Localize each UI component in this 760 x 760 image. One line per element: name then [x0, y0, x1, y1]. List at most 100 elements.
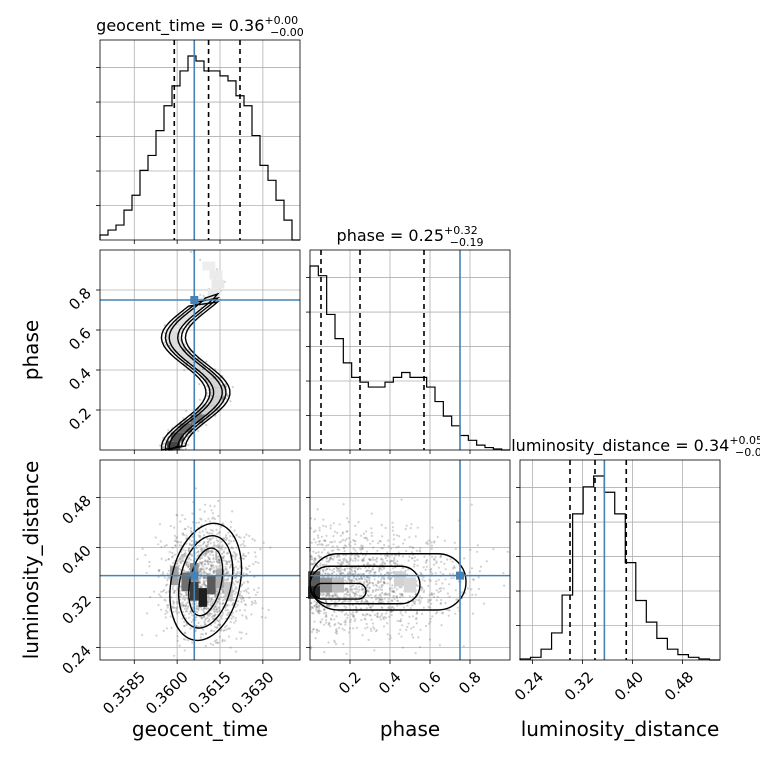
sample-point: [362, 573, 365, 576]
sample-point: [206, 544, 209, 547]
sample-point: [183, 624, 186, 628]
sample-point: [372, 601, 375, 604]
sample-point: [203, 560, 206, 563]
sample-point: [317, 630, 321, 633]
sample-point: [389, 634, 392, 637]
sample-point: [430, 593, 433, 596]
sample-point: [235, 553, 238, 556]
sample-point: [217, 619, 220, 622]
sample-point: [369, 614, 372, 617]
sample-point: [346, 590, 349, 594]
sample-point: [354, 572, 357, 575]
sample-point: [181, 514, 184, 517]
sample-point: [195, 625, 198, 628]
sample-point: [331, 594, 334, 597]
sample-point: [188, 612, 191, 615]
sample-point: [159, 444, 162, 447]
sample-point: [236, 604, 239, 607]
sample-point: [383, 582, 386, 585]
sample-point: [223, 538, 226, 541]
sample-point: [373, 558, 376, 562]
sample-point: [236, 580, 240, 584]
sample-point: [444, 601, 447, 605]
sample-point: [212, 569, 215, 572]
sample-point: [200, 550, 203, 553]
sample-point: [365, 579, 368, 582]
sample-point: [377, 581, 381, 584]
sample-point: [184, 591, 187, 594]
sample-point: [176, 602, 179, 605]
sample-point: [373, 571, 376, 574]
sample-point: [198, 531, 201, 534]
sample-point: [425, 565, 428, 568]
sample-point: [358, 585, 361, 589]
sample-point: [200, 616, 203, 619]
panel-frame: [519, 459, 721, 661]
sample-point: [410, 523, 413, 526]
sample-point: [399, 595, 402, 599]
sample-point: [368, 558, 371, 561]
sample-point: [227, 570, 230, 574]
sample-point: [375, 556, 379, 560]
sample-point: [333, 639, 336, 642]
sample-point: [342, 503, 345, 506]
sample-point: [217, 546, 220, 549]
sample-point: [343, 568, 346, 571]
sample-point: [247, 581, 250, 584]
sample-point: [369, 542, 372, 545]
sample-point: [426, 542, 429, 546]
sample-point: [389, 560, 392, 563]
sample-point: [184, 638, 187, 641]
sample-point: [342, 546, 345, 549]
sample-point: [390, 599, 394, 602]
sample-point: [417, 636, 420, 639]
sample-point: [380, 612, 384, 616]
sample-point: [226, 609, 229, 612]
sample-point: [217, 624, 220, 627]
sample-point: [361, 558, 364, 561]
sample-point: [215, 560, 219, 563]
sample-point: [217, 546, 221, 549]
sample-point: [197, 606, 200, 609]
sample-point: [253, 551, 257, 554]
sample-point: [351, 613, 355, 617]
sample-point: [325, 604, 329, 608]
sample-point: [331, 572, 334, 575]
sample-point: [166, 577, 169, 580]
sample-point: [221, 614, 224, 617]
sample-point: [202, 554, 205, 557]
sample-point: [385, 592, 388, 595]
sample-point: [390, 587, 393, 590]
sample-point: [311, 628, 315, 631]
sample-point: [254, 560, 257, 564]
sample-point: [254, 602, 257, 605]
sample-point: [169, 615, 172, 618]
sample-point: [233, 576, 236, 579]
sample-point: [199, 561, 202, 564]
sample-point: [250, 603, 253, 606]
sample-point: [161, 573, 165, 576]
sample-point: [155, 634, 158, 637]
sample-point: [331, 595, 334, 598]
sample-point: [446, 592, 449, 595]
sample-point: [371, 568, 374, 571]
sample-point: [448, 595, 451, 598]
sample-point: [378, 567, 382, 570]
sample-point: [217, 514, 220, 518]
sample-point: [167, 558, 170, 561]
sample-point: [336, 545, 339, 548]
sample-point: [191, 512, 194, 515]
sample-point: [199, 636, 202, 639]
sample-point: [453, 541, 456, 544]
sample-point: [196, 611, 199, 614]
sample-point: [345, 606, 348, 609]
sample-point: [180, 553, 184, 556]
sample-point: [414, 652, 417, 655]
sample-point: [212, 572, 215, 575]
sample-point: [370, 531, 373, 535]
sample-point: [173, 654, 176, 657]
sample-point: [198, 581, 201, 584]
sample-point: [340, 563, 343, 566]
sample-point: [460, 591, 463, 594]
sample-point: [463, 557, 466, 560]
